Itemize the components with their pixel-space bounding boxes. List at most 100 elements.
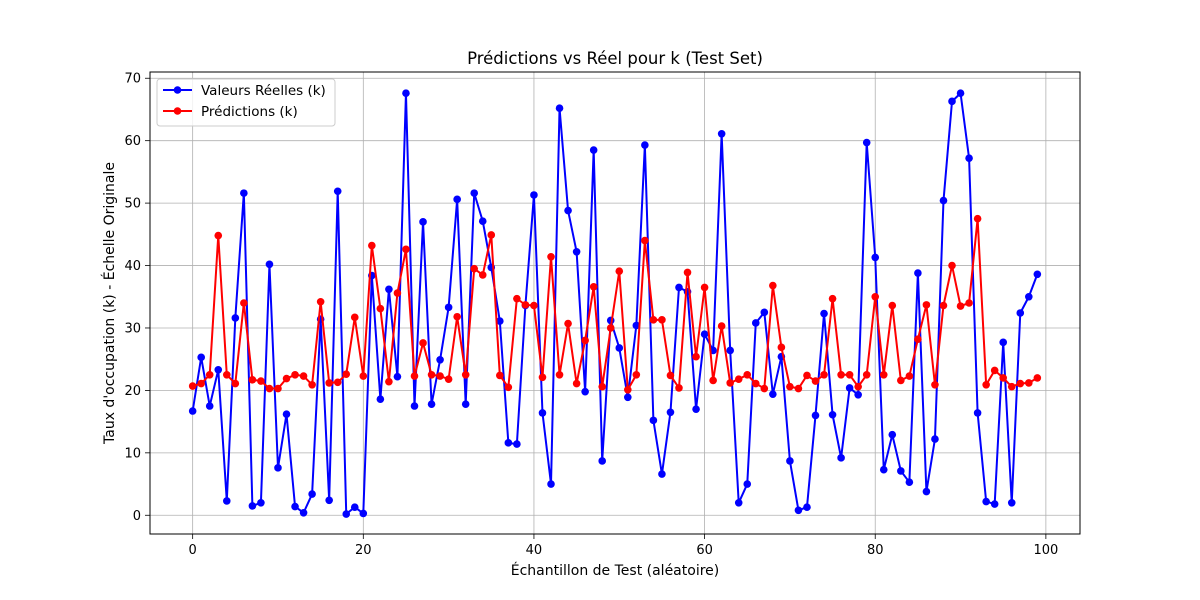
data-point-actual <box>649 416 658 425</box>
data-point-predicted <box>444 375 453 383</box>
data-point-actual <box>274 464 282 472</box>
data-point-predicted <box>385 377 393 386</box>
data-point-predicted <box>376 304 385 313</box>
data-point-predicted <box>751 379 760 388</box>
data-point-actual <box>402 89 410 98</box>
data-point-predicted <box>291 371 299 379</box>
data-point-predicted <box>734 375 743 383</box>
data-point-predicted <box>999 374 1008 382</box>
data-point-predicted <box>555 371 564 379</box>
x-tick-label: 60 <box>696 543 713 558</box>
data-point-predicted <box>709 376 717 385</box>
data-point-predicted <box>982 380 990 389</box>
data-point-predicted <box>547 252 555 261</box>
data-point-predicted <box>530 301 538 310</box>
plot-series <box>188 89 1042 518</box>
data-point-actual <box>436 356 444 364</box>
legend-marker-predicted <box>173 107 182 115</box>
data-point-predicted <box>581 336 589 345</box>
data-point-predicted <box>265 384 274 393</box>
data-point-actual <box>359 509 368 518</box>
data-point-actual <box>751 319 760 327</box>
data-point-actual <box>564 206 572 215</box>
data-point-actual <box>658 470 666 478</box>
data-point-predicted <box>342 370 351 378</box>
data-point-actual <box>743 480 752 488</box>
data-point-predicted <box>777 343 786 352</box>
data-point-actual <box>624 393 632 402</box>
data-point-actual <box>956 89 965 98</box>
data-point-actual <box>990 500 999 508</box>
y-tick-label: 40 <box>124 259 141 274</box>
data-point-predicted <box>419 339 427 347</box>
data-point-actual <box>760 308 769 317</box>
data-point-actual <box>308 490 316 498</box>
data-point-predicted <box>879 371 888 379</box>
data-point-predicted <box>666 371 675 380</box>
data-point-actual <box>581 387 589 396</box>
data-point-actual <box>1007 498 1016 507</box>
legend-box <box>156 78 336 127</box>
data-point-predicted <box>188 382 197 390</box>
data-point-predicted <box>538 373 547 382</box>
data-point-actual <box>1025 292 1033 301</box>
data-point-actual <box>555 104 564 113</box>
series-line-predicted <box>192 217 1038 391</box>
y-tick-label: 60 <box>124 134 141 149</box>
y-tick-label: 20 <box>124 384 141 399</box>
data-point-predicted <box>1033 374 1042 382</box>
data-point-actual <box>325 496 333 505</box>
data-point-actual <box>538 409 547 417</box>
data-point-actual <box>726 346 734 355</box>
data-point-predicted <box>453 312 461 321</box>
x-tick-label: 100 <box>1033 543 1058 558</box>
data-point-predicted <box>325 379 333 387</box>
data-point-predicted <box>769 281 777 290</box>
data-point-predicted <box>1016 379 1025 388</box>
data-point-actual <box>496 317 504 325</box>
data-point-predicted <box>496 371 504 380</box>
y-tick-label: 70 <box>124 72 141 87</box>
data-point-predicted <box>222 371 231 379</box>
data-point-predicted <box>308 380 316 389</box>
data-point-predicted <box>717 322 726 330</box>
data-point-actual <box>897 467 905 475</box>
data-point-actual <box>333 187 342 196</box>
data-point-predicted <box>888 301 897 310</box>
data-point-predicted <box>828 294 837 303</box>
legend: Valeurs Réelles (k) Prédictions (k) <box>156 78 336 127</box>
data-point-actual <box>845 384 854 392</box>
data-point-actual <box>871 253 880 262</box>
data-point-actual <box>461 400 470 408</box>
data-point-predicted <box>973 214 982 223</box>
data-point-actual <box>862 138 871 147</box>
data-point-predicted <box>811 377 820 385</box>
data-point-predicted <box>240 299 248 307</box>
data-point-predicted <box>939 301 948 310</box>
data-point-actual <box>504 439 513 447</box>
data-point-actual <box>794 506 803 515</box>
data-point-predicted <box>368 241 376 250</box>
data-point-actual <box>197 353 205 362</box>
data-point-actual <box>931 435 939 443</box>
data-point-actual <box>939 196 948 205</box>
data-point-predicted <box>598 382 606 391</box>
data-point-actual <box>231 314 240 322</box>
data-point-predicted <box>521 301 530 309</box>
data-point-predicted <box>675 384 683 392</box>
data-point-actual <box>905 478 914 486</box>
data-point-actual <box>615 344 624 352</box>
y-axis-title: Taux d'occupation (k) - Échelle Original… <box>101 162 118 445</box>
data-point-actual <box>692 405 700 413</box>
data-point-actual <box>222 497 231 505</box>
data-point-actual <box>547 480 555 488</box>
data-point-actual <box>641 141 649 149</box>
x-tick-label: 0 <box>189 543 197 558</box>
data-point-actual <box>478 217 487 226</box>
data-point-predicted <box>248 375 257 384</box>
data-point-predicted <box>965 299 973 307</box>
y-tick-label: 30 <box>124 321 141 336</box>
data-point-predicted <box>436 372 444 380</box>
data-point-predicted <box>589 282 598 291</box>
